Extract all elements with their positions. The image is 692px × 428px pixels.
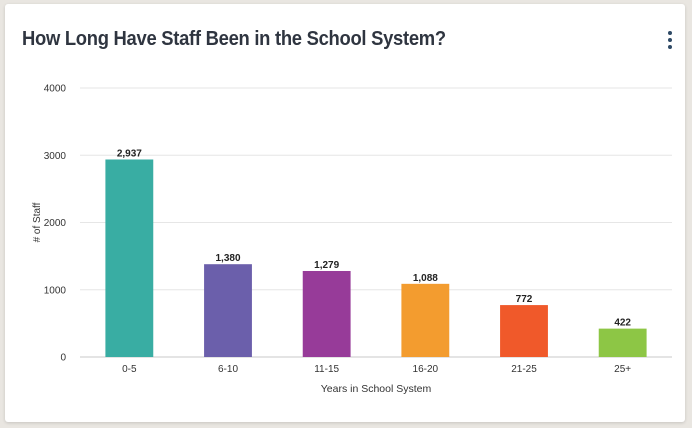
x-tick-label: 0-5 [122, 364, 137, 375]
x-tick-label: 25+ [614, 364, 631, 375]
bar [598, 328, 647, 357]
bar [105, 159, 154, 357]
data-label: 2,937 [117, 148, 142, 159]
bar [204, 264, 252, 357]
x-tick-label: 6-10 [218, 364, 238, 375]
vertical-ellipsis-icon[interactable] [665, 31, 675, 55]
y-tick-label: 3000 [44, 151, 67, 162]
y-tick-label: 4000 [44, 84, 67, 95]
y-tick-label: 0 [60, 353, 66, 364]
y-tick-label: 1000 [44, 285, 67, 296]
y-tick-label: 2000 [44, 218, 67, 229]
data-label: 1,380 [215, 253, 240, 264]
data-label: 1,279 [314, 260, 339, 271]
x-axis-title: Years in School System [321, 383, 432, 395]
x-tick-label: 11-15 [314, 364, 339, 375]
bar [401, 283, 450, 357]
data-label: 772 [516, 294, 533, 305]
data-label: 1,088 [413, 273, 438, 284]
bar [500, 305, 548, 357]
chart-title: How Long Have Staff Been in the School S… [22, 28, 446, 50]
x-tick-label: 21-25 [511, 364, 537, 375]
data-label: 422 [614, 318, 631, 329]
y-axis-title: # of Staff [32, 202, 43, 242]
bar [302, 270, 351, 357]
x-tick-label: 16-20 [413, 364, 439, 375]
